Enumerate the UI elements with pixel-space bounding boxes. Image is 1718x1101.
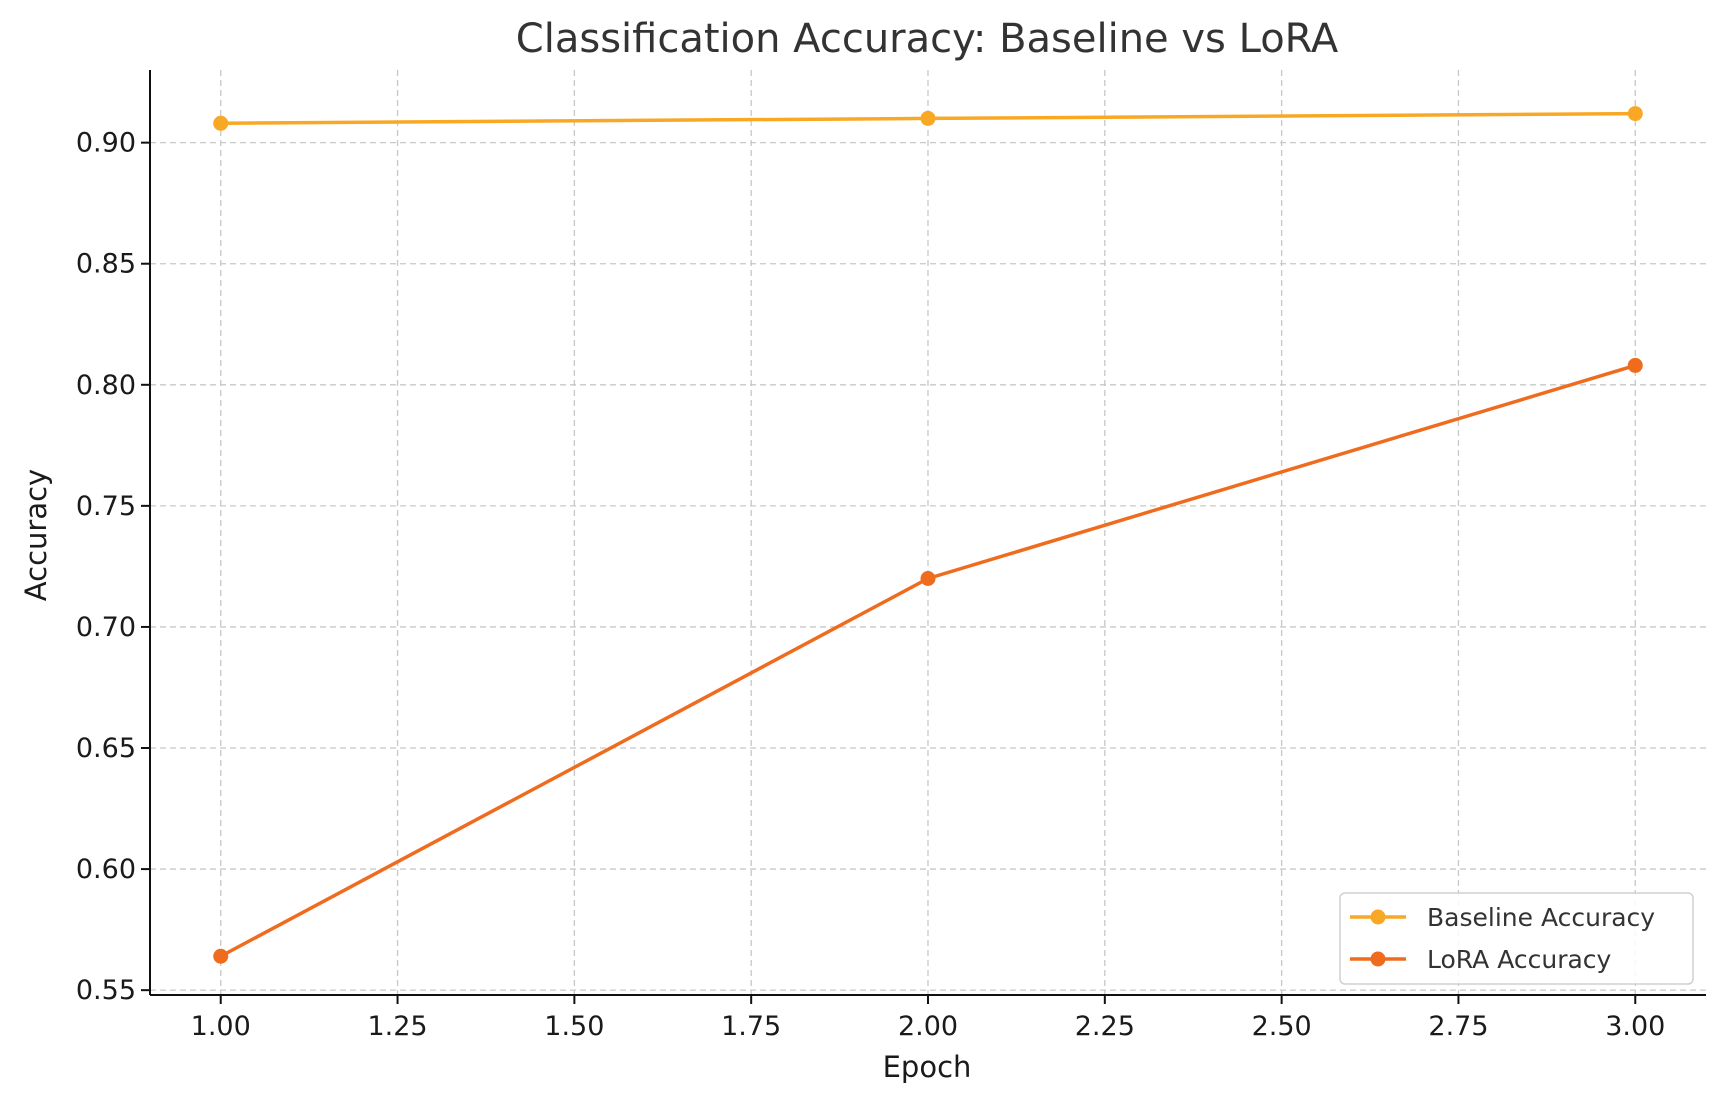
legend-box: [1339, 892, 1694, 985]
x-tick-label: 2.75: [1428, 1011, 1488, 1042]
y-tick-label: 0.60: [76, 854, 136, 885]
legend-label: Baseline Accuracy: [1427, 903, 1655, 932]
legend: Baseline Accuracy LoRA Accuracy: [1339, 892, 1694, 985]
y-tick-label: 0.70: [76, 612, 136, 643]
x-tick-label: 1.25: [367, 1011, 427, 1042]
x-tick-label: 1.00: [191, 1011, 251, 1042]
x-axis-label: Epoch: [883, 1050, 972, 1084]
legend-label: LoRA Accuracy: [1427, 945, 1612, 974]
x-tick-label: 2.25: [1075, 1011, 1135, 1042]
y-tick-label: 0.75: [76, 491, 136, 522]
axes: [141, 70, 1706, 1004]
grid-lines: [150, 70, 1706, 995]
data-point: [920, 110, 936, 126]
y-tick-label: 0.65: [76, 733, 136, 764]
x-tick-label: 1.50: [544, 1011, 604, 1042]
x-tick-label: 2.50: [1252, 1011, 1312, 1042]
data-point: [1627, 106, 1643, 122]
y-axis-label: Accuracy: [19, 469, 53, 601]
x-tick-label: 1.75: [721, 1011, 781, 1042]
x-tick-label: 2.00: [898, 1011, 958, 1042]
data-point: [920, 571, 936, 587]
legend-swatch-marker: [1370, 951, 1386, 967]
data-point: [213, 115, 229, 131]
y-tick-label: 0.90: [76, 128, 136, 159]
y-tick-label: 0.55: [76, 975, 136, 1006]
data-point: [213, 948, 229, 964]
x-tick-label: 3.00: [1605, 1011, 1665, 1042]
legend-swatch-marker: [1370, 909, 1386, 925]
y-tick-label: 0.80: [76, 370, 136, 401]
y-tick-label: 0.85: [76, 249, 136, 280]
series-lines: [213, 106, 1643, 964]
data-point: [1627, 357, 1643, 373]
chart-title: Classification Accuracy: Baseline vs LoR…: [516, 16, 1339, 62]
tick-labels: 1.00 1.25 1.50 1.75 2.00 2.25 2.50 2.75 3.00 0.55…: [76, 128, 1665, 1042]
